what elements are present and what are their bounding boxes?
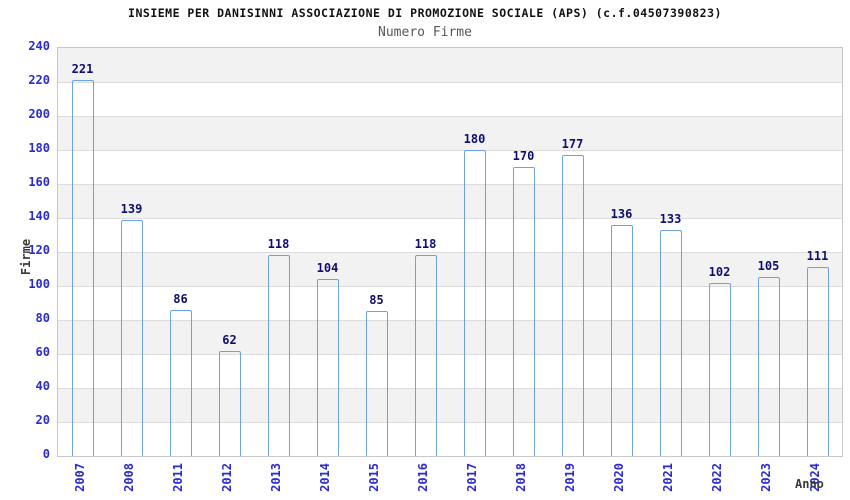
gridline <box>58 218 842 219</box>
bar-2007 <box>72 80 94 456</box>
y-tick-label: 0 <box>42 447 50 461</box>
background-band <box>58 150 842 184</box>
bar-value-label: 118 <box>267 237 290 251</box>
x-tick-label: 2019 <box>563 463 577 492</box>
y-axis-title: Firme <box>19 238 33 276</box>
gridline <box>58 150 842 151</box>
bar-2015 <box>366 311 388 456</box>
x-tick-label: 2012 <box>220 463 234 492</box>
gridline <box>58 82 842 83</box>
y-tick-label: 200 <box>28 107 50 121</box>
x-tick-label: 2018 <box>514 463 528 492</box>
bar-value-label: 221 <box>71 62 94 76</box>
x-tick-label: 2014 <box>318 463 332 492</box>
bar-2013 <box>268 255 290 456</box>
x-tick-label: 2015 <box>367 463 381 492</box>
bar-2017 <box>464 150 486 456</box>
y-tick-label: 20 <box>35 413 50 427</box>
y-tick-label: 60 <box>35 345 50 359</box>
bar-2022 <box>709 283 731 456</box>
plot-area: 221 139 86 62 118 104 85 118 180 170 177 136 133 102 1… <box>57 47 843 457</box>
background-band <box>58 286 842 320</box>
gridline <box>58 286 842 287</box>
y-tick-label: 140 <box>28 209 50 223</box>
x-tick-label: 2023 <box>759 463 773 492</box>
bar-value-label: 111 <box>806 249 829 263</box>
gridline <box>58 252 842 253</box>
gridline <box>58 184 842 185</box>
y-tick-label: 40 <box>35 379 50 393</box>
background-band <box>58 252 842 286</box>
bar-value-label: 62 <box>222 333 237 347</box>
x-tick-label: 2007 <box>73 463 87 492</box>
background-band <box>58 388 842 422</box>
y-tick-label: 100 <box>28 277 50 291</box>
background-band <box>58 116 842 150</box>
gridline <box>58 320 842 321</box>
bar-2019 <box>562 155 584 456</box>
x-tick-label: 2022 <box>710 463 724 492</box>
background-band <box>58 82 842 116</box>
x-tick-label: 2016 <box>416 463 430 492</box>
bar-value-label: 102 <box>708 265 731 279</box>
x-tick-label: 2017 <box>465 463 479 492</box>
y-tick-label: 80 <box>35 311 50 325</box>
bar-value-label: 136 <box>610 207 633 221</box>
background-band <box>58 422 842 456</box>
bar-2011 <box>170 310 192 456</box>
bar-value-label: 104 <box>316 261 339 275</box>
bar-2023 <box>758 277 780 456</box>
bar-value-label: 85 <box>369 293 384 307</box>
gridline <box>58 116 842 117</box>
bar-2020 <box>611 225 633 456</box>
bar-value-label: 170 <box>512 149 535 163</box>
gridline <box>58 354 842 355</box>
bar-2008 <box>121 220 143 456</box>
bar-value-label: 118 <box>414 237 437 251</box>
bar-value-label: 86 <box>173 292 188 306</box>
x-axis-title: Anno <box>795 477 824 491</box>
x-tick-label: 2013 <box>269 463 283 492</box>
bar-value-label: 180 <box>463 132 486 146</box>
bar-2012 <box>219 351 241 456</box>
y-tick-label: 220 <box>28 73 50 87</box>
y-tick-label: 120 <box>28 243 50 257</box>
background-band <box>58 320 842 354</box>
bar-value-label: 139 <box>120 202 143 216</box>
gridline <box>58 422 842 423</box>
chart-title: INSIEME PER DANISINNI ASSOCIAZIONE DI PR… <box>128 6 722 20</box>
bar-2018 <box>513 167 535 456</box>
bar-value-label: 105 <box>757 259 780 273</box>
bar-value-label: 177 <box>561 137 584 151</box>
x-tick-label: 2021 <box>661 463 675 492</box>
x-tick-label: 2020 <box>612 463 626 492</box>
y-tick-label: 160 <box>28 175 50 189</box>
background-band <box>58 218 842 252</box>
chart-subtitle: Numero Firme <box>378 25 472 40</box>
gridline <box>58 388 842 389</box>
bar-2016 <box>415 255 437 456</box>
y-tick-label: 180 <box>28 141 50 155</box>
y-tick-label: 240 <box>28 39 50 53</box>
bar-value-label: 133 <box>659 212 682 226</box>
bar-2024 <box>807 267 829 456</box>
bar-2021 <box>660 230 682 456</box>
x-tick-label: 2011 <box>171 463 185 492</box>
background-band <box>58 354 842 388</box>
x-tick-label: 2008 <box>122 463 136 492</box>
background-band <box>58 184 842 218</box>
background-band <box>58 48 842 82</box>
bar-2014 <box>317 279 339 456</box>
